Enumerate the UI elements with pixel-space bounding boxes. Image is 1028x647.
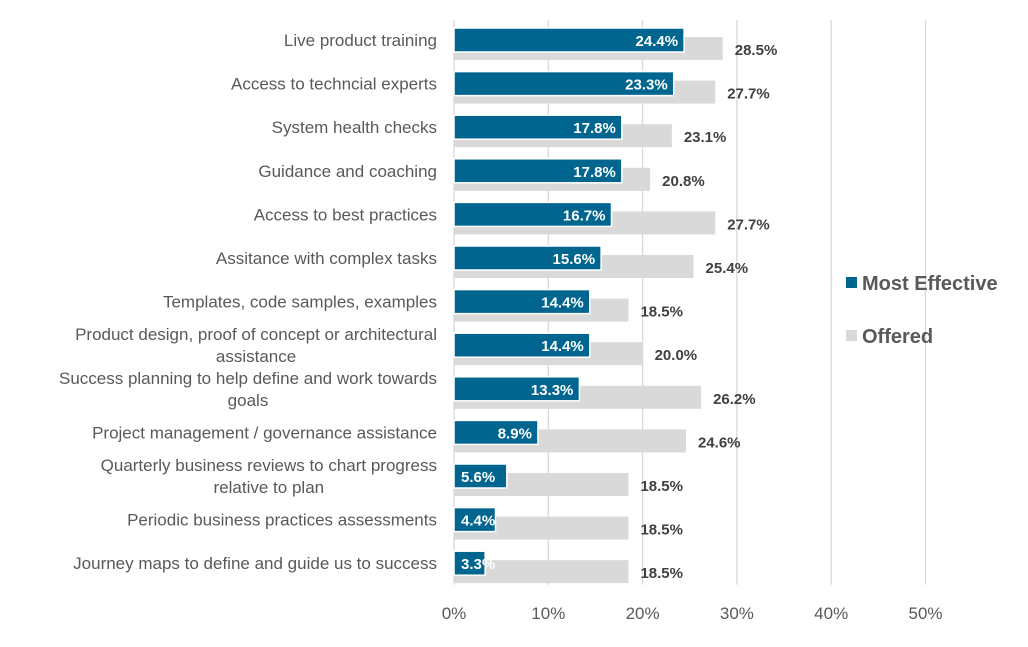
category-label: System health checks <box>272 118 437 137</box>
category-label: Guidance and coaching <box>258 162 437 181</box>
bar-offered <box>454 516 629 540</box>
bar-most-effective <box>453 27 685 53</box>
legend-label-most-effective: Most Effective <box>862 273 998 295</box>
bar-most-effective <box>453 158 623 184</box>
legend-swatch-offered <box>846 330 857 341</box>
bar-most-effective <box>453 550 486 576</box>
bar-offered <box>454 560 629 584</box>
bars: 28.5% 24.4% 27.7% 23.3% 23.1% 17.8% 20.8% 17.8%… <box>453 27 778 584</box>
category-labels: Live product training Access to techncial… <box>59 31 437 573</box>
data-label-most-effective: 4.4% <box>461 513 495 530</box>
data-label-offered: 27.7% <box>727 86 770 103</box>
x-tick-label: 40% <box>814 604 848 623</box>
bar-most-effective <box>453 288 591 315</box>
data-label-most-effective: 24.4% <box>636 33 679 50</box>
x-tick-label: 0% <box>442 604 467 623</box>
category-label: Journey maps to define and guide us to s… <box>73 554 437 573</box>
legend: Most Effective Offered <box>846 273 998 348</box>
data-label-most-effective: 23.3% <box>625 77 668 94</box>
x-tick-label: 10% <box>531 604 565 623</box>
bar-most-effective <box>453 419 539 446</box>
data-label-offered: 26.2% <box>713 391 756 408</box>
data-label-most-effective: 15.6% <box>553 251 596 268</box>
category-label: Templates, code samples, examples <box>163 293 437 312</box>
data-label-offered: 18.5% <box>640 565 683 582</box>
data-label-most-effective: 17.8% <box>573 120 616 137</box>
data-label-most-effective: 13.3% <box>531 382 574 399</box>
category-label: relative to plan <box>214 478 325 497</box>
data-label-offered: 18.5% <box>640 304 683 321</box>
category-label: Access to best practices <box>254 205 437 224</box>
category-label: Assitance with complex tasks <box>216 249 437 268</box>
data-label-most-effective: 17.8% <box>573 164 616 181</box>
category-label: Live product training <box>284 31 437 50</box>
data-label-offered: 20.8% <box>662 173 705 190</box>
x-tick-label: 30% <box>720 604 754 623</box>
category-label: Periodic business practices assessments <box>127 511 437 530</box>
bar-most-effective <box>453 376 581 402</box>
data-label-most-effective: 3.3% <box>461 556 495 573</box>
data-label-offered: 23.1% <box>684 129 727 146</box>
category-label: goals <box>228 391 269 410</box>
bar-most-effective <box>453 332 591 358</box>
legend-label-offered: Offered <box>862 326 933 348</box>
bar-most-effective <box>453 201 613 228</box>
data-label-offered: 25.4% <box>706 260 749 277</box>
category-label: Quarterly business reviews to chart prog… <box>101 456 437 475</box>
bar-most-effective <box>453 463 508 489</box>
data-label-most-effective: 14.4% <box>541 338 584 355</box>
bar-most-effective <box>453 70 675 97</box>
data-label-offered: 18.5% <box>640 522 683 539</box>
bar-most-effective <box>453 114 623 140</box>
data-label-most-effective: 14.4% <box>541 295 584 312</box>
data-label-offered: 18.5% <box>640 478 683 495</box>
category-label: Access to techncial experts <box>231 75 437 94</box>
data-label-most-effective: 8.9% <box>498 425 532 442</box>
data-label-offered: 20.0% <box>655 347 698 364</box>
legend-swatch-most-effective <box>846 277 857 288</box>
data-label-offered: 24.6% <box>698 434 741 451</box>
x-tick-label: 20% <box>626 604 660 623</box>
category-label: assistance <box>216 347 296 366</box>
bar-most-effective <box>453 506 497 533</box>
category-label: Success planning to help define and work… <box>59 369 437 388</box>
bar-most-effective <box>453 245 602 271</box>
category-label: Product design, proof of concept or arch… <box>75 325 437 344</box>
category-label: Project management / governance assistan… <box>92 423 437 442</box>
data-label-most-effective: 5.6% <box>461 469 495 486</box>
data-label-offered: 28.5% <box>735 42 778 59</box>
x-axis-ticks: 0% 10% 20% 30% 40% 50% <box>442 604 943 623</box>
data-label-offered: 27.7% <box>727 216 770 233</box>
x-tick-label: 50% <box>908 604 942 623</box>
data-label-most-effective: 16.7% <box>563 207 606 224</box>
